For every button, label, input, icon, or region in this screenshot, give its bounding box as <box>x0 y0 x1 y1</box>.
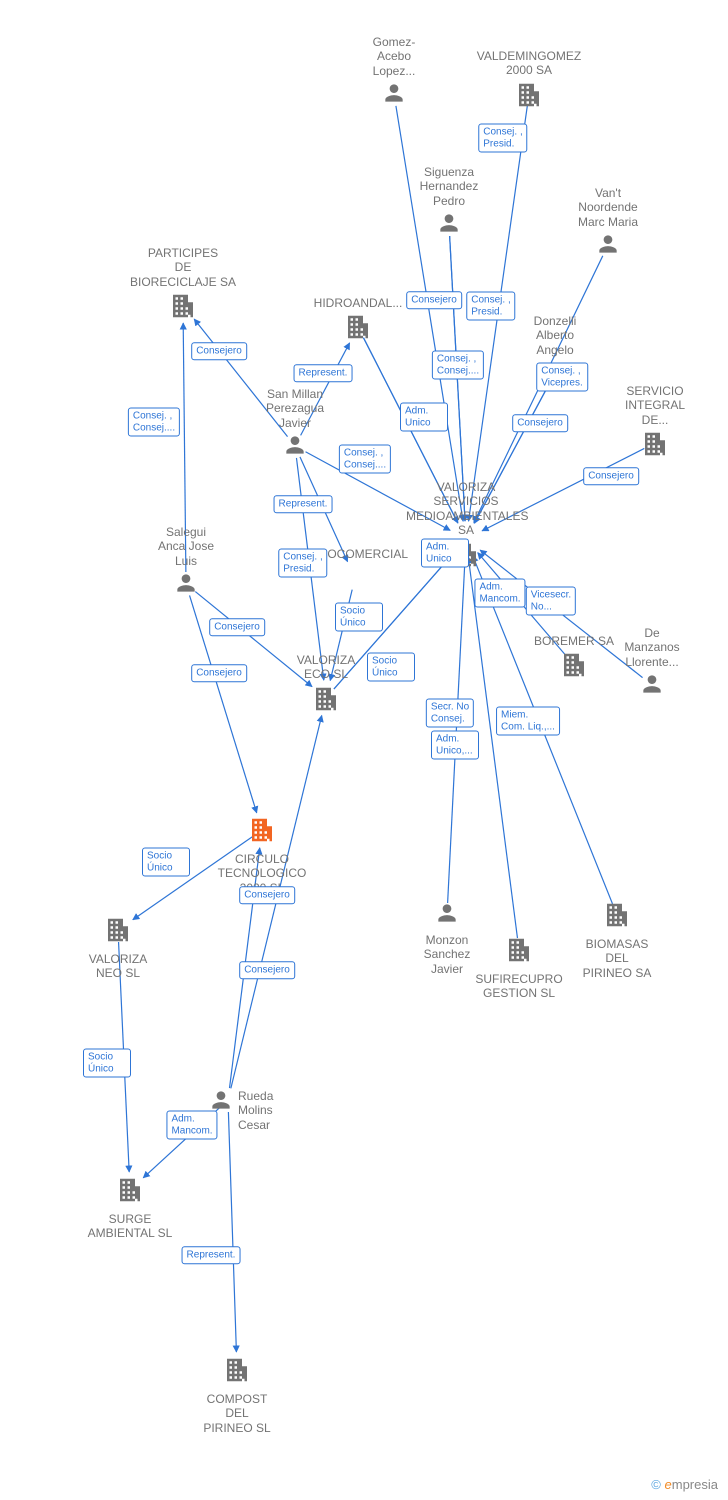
company-node[interactable]: SERVICIO INTEGRAL DE... <box>595 384 715 464</box>
node-label: PARTICIPES DE BIORECICLAJE SA <box>123 246 243 289</box>
node-label: SURGE AMBIENTAL SL <box>70 1212 190 1241</box>
company-node[interactable]: VALORIZA NEO SL <box>58 915 178 981</box>
edge-label: Socio Único <box>367 653 415 682</box>
watermark-brand-rest: mpresia <box>672 1477 718 1492</box>
edge-label: Miem. Com. Liq.,... <box>496 707 560 736</box>
node-label: COMPOST DEL PIRINEO SL <box>177 1392 297 1435</box>
person-node[interactable]: Gomez- Acebo Lopez... <box>334 35 454 111</box>
building-icon <box>595 429 715 464</box>
person-icon <box>126 570 246 601</box>
company-node[interactable]: SURGE AMBIENTAL SL <box>70 1175 190 1241</box>
edge-label: Consejero <box>406 291 462 309</box>
node-label: Salegui Anca Jose Luis <box>126 525 246 568</box>
node-label: San Millan Perezagua Javier <box>235 387 355 430</box>
person-icon <box>389 210 509 241</box>
edge-label: Socio Único <box>83 1049 131 1078</box>
edge-label: Consejero <box>191 342 247 360</box>
person-node[interactable]: Rueda Molins Cesar <box>208 1087 368 1132</box>
edge-label: Consej. , Consej.... <box>432 351 484 380</box>
edge-label: Consej. , Presid. <box>278 549 327 578</box>
building-icon <box>266 684 386 719</box>
node-label: Siguenza Hernandez Pedro <box>389 165 509 208</box>
person-node[interactable]: Salegui Anca Jose Luis <box>126 525 246 601</box>
node-label: Gomez- Acebo Lopez... <box>334 35 454 78</box>
node-label: VALORIZA SERVICIOS MEDIOAMBIENTALES SA <box>406 480 526 538</box>
watermark-copyright: © <box>651 1477 661 1492</box>
person-node[interactable]: De Manzanos Llorente... <box>592 626 712 702</box>
edge-label: Consejero <box>583 467 639 485</box>
company-node[interactable]: CIRCULO TECNOLOGICO 2020 SL <box>202 815 322 895</box>
company-node[interactable]: VALDEMINGOMEZ 2000 SA <box>469 49 589 115</box>
edge-label: Represent. <box>182 1246 241 1264</box>
edge-label: Adm. Unico,... <box>431 731 479 760</box>
person-icon <box>334 80 454 111</box>
node-label: Van't Noordende Marc Maria <box>548 186 668 229</box>
company-node[interactable]: BIOMASAS DEL PIRINEO SA <box>557 900 677 980</box>
person-icon <box>235 432 355 463</box>
edge-label: Adm. Unico <box>400 403 448 432</box>
company-node[interactable]: COMPOST DEL PIRINEO SL <box>177 1355 297 1435</box>
edge-label: Adm. Mancom. <box>166 1111 217 1140</box>
edge-label: Adm. Mancom. <box>474 579 525 608</box>
person-icon <box>548 231 668 262</box>
person-icon <box>387 900 507 931</box>
node-label: Rueda Molins Cesar <box>238 1089 273 1132</box>
building-icon <box>202 815 322 850</box>
person-icon <box>592 671 712 702</box>
edge-label: Socio Único <box>335 603 383 632</box>
building-icon <box>70 1175 190 1210</box>
person-node[interactable]: San Millan Perezagua Javier <box>235 387 355 463</box>
company-node[interactable]: PARTICIPES DE BIORECICLAJE SA <box>123 246 243 326</box>
building-icon <box>123 291 243 326</box>
edge-label: Consejero <box>239 886 295 904</box>
building-icon <box>469 80 589 115</box>
node-label: VALDEMINGOMEZ 2000 SA <box>469 49 589 78</box>
edge-label: Consej. , Consej.... <box>128 408 180 437</box>
node-label: HIDROANDAL... <box>298 296 418 310</box>
edge-label: Represent. <box>294 364 353 382</box>
edge-label: Secr. No Consej. <box>426 699 474 728</box>
person-node[interactable]: Siguenza Hernandez Pedro <box>389 165 509 241</box>
edge-label: Consej. , Consej.... <box>339 445 391 474</box>
edge-label: Vicesecr. No... <box>526 587 576 616</box>
edge-label: Consej. , Vicepres. <box>536 363 588 392</box>
watermark-brand-e: e <box>665 1477 672 1492</box>
company-node[interactable]: HIDROANDAL... <box>298 296 418 347</box>
edge-label: Consej. , Presid. <box>466 292 515 321</box>
node-label: De Manzanos Llorente... <box>592 626 712 669</box>
edge-label: Consejero <box>239 961 295 979</box>
edge-label: Consejero <box>191 664 247 682</box>
edge-label: Consej. , Presid. <box>478 124 527 153</box>
edge <box>228 1112 236 1352</box>
edge-label: Consejero <box>512 414 568 432</box>
node-label: VALORIZA NEO SL <box>58 952 178 981</box>
person-node[interactable]: Van't Noordende Marc Maria <box>548 186 668 262</box>
node-label: Donzelli Alberto Angelo <box>495 314 615 357</box>
edge-label: Adm. Unico <box>421 539 469 568</box>
building-icon <box>177 1355 297 1390</box>
building-icon <box>298 312 418 347</box>
node-label: SERVICIO INTEGRAL DE... <box>595 384 715 427</box>
edge-label: Consejero <box>209 618 265 636</box>
edge-label: Represent. <box>274 495 333 513</box>
node-label: BIOMASAS DEL PIRINEO SA <box>557 937 677 980</box>
building-icon <box>557 900 677 935</box>
watermark: © empresia <box>651 1477 718 1492</box>
building-icon <box>58 915 178 950</box>
edge-label: Socio Único <box>142 848 190 877</box>
